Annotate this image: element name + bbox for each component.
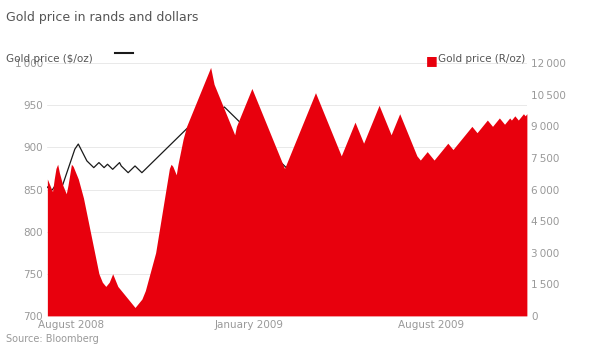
Text: Source: Bloomberg: Source: Bloomberg — [6, 334, 99, 344]
Text: Gold price (R/oz): Gold price (R/oz) — [438, 54, 525, 64]
Text: Gold price ($/oz): Gold price ($/oz) — [6, 54, 93, 64]
Text: ■: ■ — [426, 54, 438, 67]
Text: Gold price in rands and dollars: Gold price in rands and dollars — [6, 11, 198, 24]
